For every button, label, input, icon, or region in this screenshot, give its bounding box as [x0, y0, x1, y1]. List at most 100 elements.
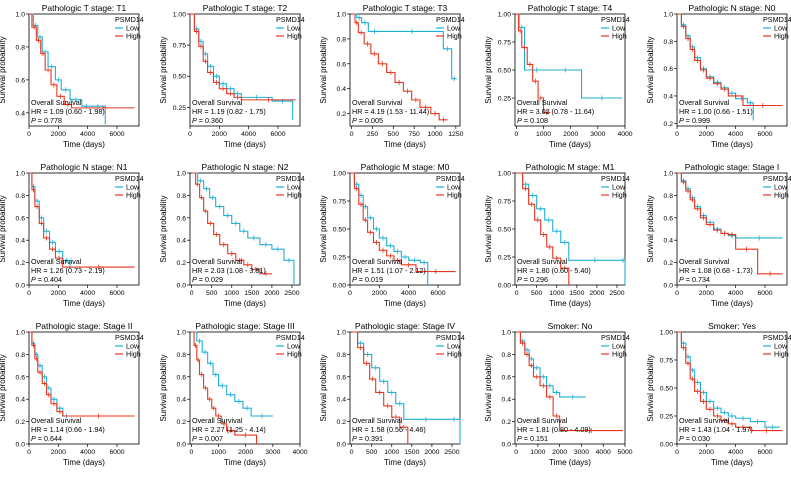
x-tick-label: 0 — [350, 131, 354, 138]
x-axis-label: Time (days) — [549, 299, 591, 308]
km-panel: Pathologic N stage: N2 0.0 0.2 0.4 0.6 0.8 1.0… — [159, 162, 305, 308]
y-axis-label: Survival probability — [0, 354, 7, 421]
y-tick-label: 0.25 — [333, 255, 346, 262]
x-tick-label: 2000 — [51, 131, 66, 138]
p-symbol: P — [517, 275, 522, 284]
x-tick-label: 0 — [675, 449, 679, 456]
panel-title: Pathologic stage: Stage II — [36, 321, 133, 331]
y-tick-label: 0.25 — [498, 255, 511, 262]
panel-title: Pathologic stage: Stage III — [195, 321, 294, 331]
x-axis-label: Time (days) — [63, 140, 105, 149]
x-tick-label: 1000 — [224, 290, 239, 297]
legend-label-low: Low — [126, 342, 140, 351]
overall-survival-label: Overall Survival — [192, 416, 243, 425]
plot-frame — [28, 172, 140, 286]
x-axis-label: Time (days) — [384, 458, 426, 467]
x-tick-label: 1500 — [404, 449, 419, 456]
overall-survival-label: Overall Survival — [517, 98, 568, 107]
p-symbol: P — [679, 275, 684, 284]
x-axis-label: Time (days) — [224, 140, 266, 149]
y-axis-label: Survival probability — [159, 354, 168, 421]
overall-survival-label: Overall Survival — [679, 98, 730, 107]
x-axis-label: Time (days) — [63, 458, 105, 467]
x-tick-label: 2000 — [424, 449, 439, 456]
p-value: P = 0.019 — [352, 275, 383, 284]
legend-title: PSMD14 — [115, 174, 144, 183]
x-tick-label: 6000 — [430, 290, 445, 297]
p-value: P = 0.778 — [31, 116, 62, 125]
y-tick-label: 1.00 — [173, 12, 186, 19]
p-symbol: P — [352, 434, 357, 443]
x-tick-label: 500 — [531, 290, 543, 297]
x-tick-label: 2000 — [238, 449, 253, 456]
legend-title: PSMD14 — [276, 174, 305, 183]
panel-title: Pathologic T stage: T1 — [42, 3, 127, 13]
x-tick-label: 2000 — [589, 290, 604, 297]
y-axis-label: Survival probability — [0, 195, 7, 262]
x-tick-label: 4000 — [728, 131, 743, 138]
hazard-ratio: HR = 1.08 (0.68 - 1.73) — [679, 266, 753, 275]
legend-label-high: High — [287, 32, 302, 41]
x-tick-label: 4000 — [596, 449, 611, 456]
panel-title: Smoker: No — [548, 321, 593, 331]
legend-label-high: High — [447, 32, 462, 41]
x-tick-label: 2000 — [51, 449, 66, 456]
y-tick-label: 0.2 — [337, 419, 347, 426]
y-tick-label: 0.6 — [337, 374, 347, 381]
survival-curve-high — [677, 172, 783, 275]
p-value: P = 0.360 — [192, 116, 223, 125]
p-symbol: P — [679, 116, 684, 125]
survival-curve-high — [516, 172, 570, 285]
p-value-number: = 0.778 — [36, 116, 62, 125]
legend-label-low: Low — [447, 183, 461, 192]
x-tick-label: 6000 — [109, 449, 124, 456]
p-symbol: P — [517, 116, 522, 125]
x-tick-label: 1500 — [244, 290, 259, 297]
p-value-number: = 0.108 — [522, 116, 548, 125]
y-tick-label: 1.0 — [337, 12, 347, 19]
y-tick-label: 0.4 — [177, 397, 187, 404]
x-tick-label: 2500 — [284, 290, 299, 297]
legend-label-high: High — [774, 191, 789, 200]
x-tick-label: 4000 — [728, 449, 743, 456]
y-tick-label: 1.00 — [660, 330, 673, 337]
y-tick-label: 0.4 — [16, 238, 26, 245]
p-value: P = 0.151 — [517, 434, 548, 443]
hazard-ratio: HR = 1.00 (0.66 - 1.51) — [679, 107, 753, 116]
x-axis-label: Time (days) — [384, 299, 426, 308]
y-tick-label: 0.8 — [664, 39, 674, 46]
y-tick-label: 0.75 — [660, 358, 673, 365]
p-symbol: P — [31, 116, 36, 125]
panel-title: Pathologic N stage: N1 — [41, 162, 128, 172]
y-tick-label: 1.0 — [337, 330, 347, 337]
x-tick-label: 0 — [27, 290, 31, 297]
y-tick-label: 0.6 — [177, 374, 187, 381]
km-panel: Pathologic T stage: T3 0.2 0.4 0.6 0.8 1.0 0 25… — [319, 3, 465, 149]
y-tick-label: 0.50 — [660, 386, 673, 393]
y-tick-label: 0.4 — [16, 110, 26, 117]
y-tick-label: 0.8 — [177, 193, 187, 200]
plot-frame — [28, 331, 140, 445]
x-tick-label: 2000 — [264, 290, 279, 297]
legend-label-high: High — [774, 32, 789, 41]
survival-curve-low — [191, 331, 273, 417]
y-tick-label: 0.8 — [16, 193, 26, 200]
p-value-number: = 0.734 — [684, 275, 710, 284]
survival-curve-high — [190, 13, 296, 101]
x-tick-label: 1500 — [569, 290, 584, 297]
x-tick-label: 2000 — [563, 131, 578, 138]
hazard-ratio: HR = 1.80 (0.60 - 5.40) — [517, 266, 591, 275]
legend-label-high: High — [612, 191, 627, 200]
km-panel: Pathologic N stage: N0 0.2 0.4 0.6 0.8 1.0 0 20… — [646, 3, 791, 149]
x-tick-label: 2000 — [372, 290, 387, 297]
y-tick-label: 0.50 — [498, 227, 511, 234]
x-tick-label: 250 — [367, 131, 379, 138]
y-tick-label: 1.00 — [333, 171, 346, 178]
p-value-number: = 0.391 — [357, 434, 383, 443]
y-axis-label: Survival probability — [319, 195, 328, 262]
x-tick-label: 500 — [366, 449, 378, 456]
legend-label-low: Low — [612, 342, 626, 351]
legend-label-high: High — [126, 32, 141, 41]
